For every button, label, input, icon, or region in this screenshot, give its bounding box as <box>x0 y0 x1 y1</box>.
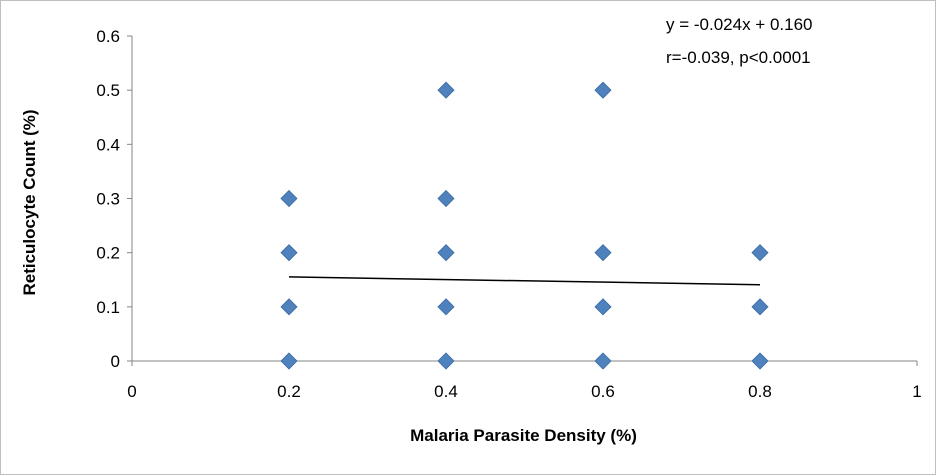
data-point <box>751 352 769 370</box>
y-tick-label: 0.3 <box>96 190 120 209</box>
y-tick-label: 0 <box>111 352 120 371</box>
data-point <box>437 244 455 262</box>
data-point <box>751 244 769 262</box>
x-tick-label: 0.8 <box>748 382 772 401</box>
x-tick-label: 0.6 <box>591 382 615 401</box>
trendline <box>288 276 761 286</box>
y-tick-label: 0.5 <box>96 81 120 100</box>
data-point <box>437 352 455 370</box>
stats-annotation: r=-0.039, p<0.0001 <box>666 48 811 67</box>
y-tick-label: 0.1 <box>96 298 120 317</box>
data-point <box>751 298 769 316</box>
y-tick-label: 0.4 <box>96 135 120 154</box>
data-point <box>437 298 455 316</box>
data-point <box>594 298 612 316</box>
data-point <box>594 244 612 262</box>
equation-annotation: y = -0.024x + 0.160 <box>666 15 813 34</box>
x-ticks: 0 0.2 0.4 0.6 0.8 1 <box>127 361 922 401</box>
x-tick-label: 0.4 <box>434 382 458 401</box>
data-point <box>280 352 298 370</box>
x-tick-label: 1 <box>912 382 921 401</box>
data-point <box>280 189 298 208</box>
data-points <box>280 81 769 370</box>
x-axis-title: Malaria Parasite Density (%) <box>410 426 637 445</box>
y-tick-label: 0.2 <box>96 244 120 263</box>
y-ticks: 0 0.1 0.2 0.3 0.4 0.5 0.6 <box>96 27 132 371</box>
data-point <box>280 298 298 316</box>
y-tick-label: 0.6 <box>96 27 120 46</box>
data-point <box>437 189 455 208</box>
data-point <box>437 81 455 99</box>
x-tick-label: 0.2 <box>277 382 301 401</box>
axes <box>131 36 917 362</box>
data-point <box>280 244 298 262</box>
data-point <box>594 81 612 99</box>
data-point <box>594 352 612 370</box>
x-tick-label: 0 <box>127 382 136 401</box>
y-axis-title: Reticulocyte Count (%) <box>20 109 39 295</box>
